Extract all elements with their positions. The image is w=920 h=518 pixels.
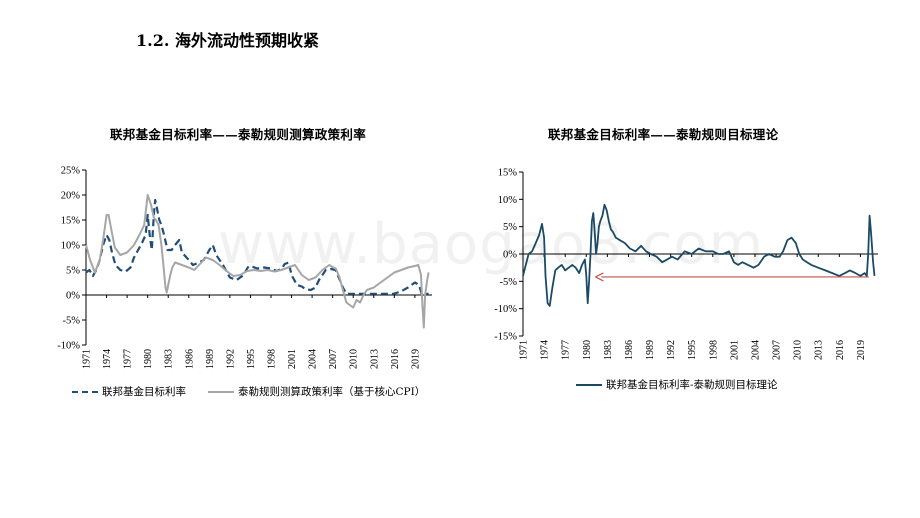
chart2-x-tick-label: 2013 [814, 340, 825, 360]
chart1-x-tick-label: 2001 [287, 349, 298, 369]
chart1-x-tick-label: 1998 [266, 349, 277, 369]
chart1-x-tick-label: 1995 [246, 349, 257, 369]
chart1-plot: -10% -5% 0% 5% 10% 15% 20% 25% 1971 1974 1977 1980 1… [57, 166, 432, 369]
chart2-x-tick-label: 2004 [750, 340, 761, 360]
chart2-x-tick-label: 2001 [729, 340, 740, 360]
chart2-x-tick-label: 2016 [835, 340, 846, 360]
chart1-legend: 联邦基金目标利率 泰勒规则测算政策利率（基于核心CPI） [72, 384, 447, 399]
chart1-series-line-1 [85, 198, 429, 295]
legend-label-fed-rate: 联邦基金目标利率 [102, 386, 186, 398]
chart2-title: 联邦基金目标利率——泰勒规则目标理论 [548, 127, 779, 142]
legend-swatch-solid-blue [576, 383, 602, 386]
chart2-y-tick-label: -15% [494, 332, 517, 343]
chart2-y-tick-label: -10% [494, 304, 517, 315]
chart2-arrow-head [595, 272, 604, 282]
chart2-x-tick-label: 1995 [687, 340, 698, 360]
chart1-x-tick-label: 2016 [390, 349, 401, 369]
chart2-y-tick-label: 10% [498, 195, 518, 206]
chart2-x-tick-label: 1998 [708, 340, 719, 360]
chart1-y-tick-label: -5% [63, 316, 81, 327]
chart1-y-tick-label: 15% [61, 216, 81, 227]
chart1-x-tick-label: 1992 [225, 349, 236, 369]
chart2-x-tick-label: 1983 [603, 340, 614, 360]
chart2-plot: -15% -10% -5% 0% 5% 10% 15% 1971 1974 1977 1980 198… [494, 168, 878, 360]
legend-item-fed-rate: 联邦基金目标利率 [72, 384, 186, 399]
chart1-y-tick-label: 20% [61, 191, 81, 202]
chart2-x-tick-label: 1980 [582, 340, 593, 360]
chart1-x-tick-label: 2010 [349, 349, 360, 369]
chart1-x-tick-label: 1971 [82, 349, 93, 369]
chart2-x-tick-label: 1977 [561, 340, 572, 360]
chart1-title: 联邦基金目标利率——泰勒规则测算政策利率 [110, 127, 367, 142]
chart2-y-tick-label: 5% [503, 222, 517, 233]
chart1-y-tick-label: 25% [61, 166, 81, 177]
chart2-x-tick-label: 1986 [624, 340, 635, 360]
chart2-x-tick-label: 1974 [540, 340, 551, 360]
chart2-legend: 联邦基金目标利率-泰勒规则目标理论 [576, 377, 800, 392]
legend-label-taylor-cpi: 泰勒规则测算政策利率（基于核心CPI） [238, 386, 426, 398]
chart1-x-tick-label: 1983 [164, 349, 175, 369]
chart2-x-tick-label: 1989 [645, 340, 656, 360]
legend-item-spread: 联邦基金目标利率-泰勒规则目标理论 [576, 377, 778, 392]
chart2-x-tick-label: 2019 [856, 340, 867, 360]
chart1-x-tick-label: 1977 [123, 349, 134, 369]
chart1-y-tick-label: 0% [66, 291, 80, 302]
legend-swatch-solid-gray [208, 390, 234, 393]
chart1-x-tick-label: 2004 [308, 349, 319, 369]
page-title: 1.2. 海外流动性预期收紧 [136, 31, 319, 50]
chart1-y-tick-label: 5% [66, 266, 80, 277]
chart1-x-tick-label: 1974 [102, 349, 113, 369]
chart1-x-tick-label: 1980 [143, 349, 154, 369]
chart1-y-tick-label: 10% [61, 241, 81, 252]
chart2-y-tick-label: -5% [500, 277, 518, 288]
chart1-x-tick-label: 1986 [184, 349, 195, 369]
legend-swatch-dashed [72, 390, 98, 393]
chart2-series-line-1 [522, 203, 876, 307]
chart2-x-tick-label: 1992 [666, 340, 677, 360]
legend-label-spread: 联邦基金目标利率-泰勒规则目标理论 [606, 379, 778, 391]
chart1-x-tick-label: 2019 [410, 349, 421, 369]
chart2-x-tick-label: 2007 [772, 340, 783, 360]
chart1-y-tick-label: -10% [57, 341, 80, 352]
chart1-x-tick-label: 2007 [328, 349, 339, 369]
chart2-x-tick-label: 2010 [793, 340, 804, 360]
chart1-x-tick-label: 2013 [369, 349, 380, 369]
chart1-series-line-2 [85, 194, 430, 329]
chart2-x-tick-label: 1971 [519, 340, 530, 360]
watermark: www.baogao8.com [218, 212, 765, 277]
chart2-y-tick-label: 15% [498, 168, 518, 179]
chart2-y-tick-label: 0% [503, 250, 517, 261]
chart1-x-tick-label: 1989 [205, 349, 216, 369]
legend-item-taylor-cpi: 泰勒规则测算政策利率（基于核心CPI） [208, 384, 425, 399]
